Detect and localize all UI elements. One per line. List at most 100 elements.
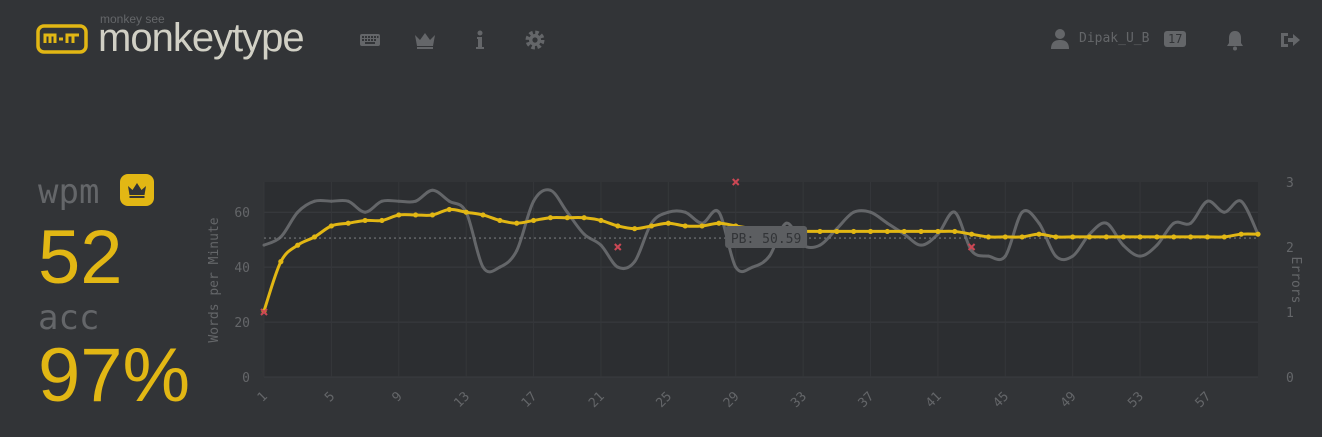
raw-point [1071, 254, 1075, 258]
wpm-point [328, 223, 334, 229]
raw-point [1104, 221, 1108, 225]
raw-point [296, 210, 300, 214]
y2-axis-label: Errors [1288, 257, 1303, 304]
x-tick-label: 41 [923, 389, 945, 411]
keyboard-icon[interactable] [358, 28, 382, 52]
y-tick-label: 20 [234, 316, 250, 331]
wpm-label: wpm [38, 172, 100, 212]
y2-tick-label: 3 [1286, 176, 1294, 191]
raw-point [481, 265, 485, 269]
username: Dipak_U_B [1079, 31, 1150, 46]
raw-point [1189, 221, 1193, 225]
wpm-point [345, 220, 351, 226]
plot-area [264, 182, 1258, 377]
raw-point [1205, 199, 1209, 203]
wpm-point [834, 228, 840, 235]
y-tick-label: 0 [242, 371, 250, 386]
wpm-point [935, 228, 941, 235]
x-tick-label: 49 [1058, 389, 1080, 411]
wpm-point [1120, 234, 1126, 240]
wpm-point [278, 259, 284, 265]
raw-point [1222, 210, 1226, 214]
top-bar: monkey see monkeytype Dipak_U_B 17 [0, 0, 1322, 80]
raw-point [633, 260, 637, 264]
raw-point [532, 199, 536, 203]
wpm-point [413, 212, 419, 218]
y-tick-label: 40 [234, 261, 250, 276]
error-marker [732, 178, 740, 186]
raw-point [498, 265, 502, 269]
x-tick-label: 9 [389, 389, 405, 405]
wpm-point [1204, 234, 1211, 240]
wpm-point [429, 212, 436, 218]
raw-point [616, 265, 620, 269]
wpm-point [1221, 234, 1227, 240]
gear-icon[interactable] [523, 28, 547, 52]
raw-point [919, 243, 923, 247]
x-tick-label: 37 [856, 389, 878, 411]
wpm-point [699, 223, 705, 229]
raw-point [430, 188, 434, 192]
wpm-point [396, 212, 402, 218]
wpm-point [379, 217, 385, 224]
raw-point [683, 210, 687, 214]
wpm-point [547, 215, 554, 221]
info-icon[interactable] [468, 28, 492, 52]
wpm-point [311, 234, 318, 240]
wpm-point [817, 228, 823, 235]
raw-point [346, 199, 350, 203]
user-icon [1051, 29, 1069, 49]
wpm-point [514, 220, 520, 226]
wpm-value: 52 [38, 215, 123, 300]
raw-point [970, 249, 974, 253]
raw-point [986, 254, 990, 258]
wpm-point [598, 217, 604, 224]
raw-point [666, 210, 670, 214]
logo-tagline: monkey see [100, 12, 165, 26]
raw-point [784, 221, 788, 225]
wpm-point [530, 217, 537, 224]
raw-point [1020, 210, 1024, 214]
wpm-point [867, 228, 874, 235]
raw-point [1037, 221, 1041, 225]
wpm-point [497, 217, 503, 224]
x-tick-label: 1 [255, 389, 271, 405]
raw-point [397, 199, 401, 203]
wpm-point [901, 228, 907, 235]
raw-point [363, 210, 367, 214]
wpm-point [1154, 234, 1160, 240]
raw-point [599, 243, 603, 247]
wpm-point [632, 226, 638, 232]
crown-icon[interactable] [413, 28, 437, 52]
wpm-point [716, 220, 722, 226]
wpm-point [1086, 234, 1093, 240]
bell-icon[interactable] [1223, 28, 1247, 52]
pb-label: PB: 50.59 [731, 232, 801, 247]
wpm-point [295, 242, 301, 248]
logo-text: monkeytype [98, 16, 305, 60]
pb-label-box [725, 226, 808, 249]
wpm-point [918, 228, 924, 235]
y2-tick-label: 1 [1286, 306, 1294, 321]
y-tick-label: 60 [234, 206, 250, 221]
wpm-point [1188, 234, 1194, 240]
error-marker [614, 243, 622, 251]
level-badge: 17 [1164, 31, 1187, 47]
x-tick-label: 53 [1125, 389, 1147, 411]
wpm-point [615, 223, 621, 229]
x-tick-label: 29 [721, 389, 743, 411]
wpm-point [968, 231, 975, 237]
wpm-point [446, 206, 452, 213]
y2-tick-label: 0 [1286, 371, 1294, 386]
wpm-point [1103, 234, 1109, 240]
error-marker [260, 308, 268, 316]
wpm-point [985, 234, 992, 240]
x-tick-label: 5 [322, 389, 338, 405]
raw-point [1121, 243, 1125, 247]
x-tick-label: 33 [788, 389, 810, 411]
raw-point [751, 265, 755, 269]
logout-icon[interactable] [1278, 28, 1302, 52]
raw-point [565, 210, 569, 214]
monkeytype-logo-icon [36, 24, 88, 54]
